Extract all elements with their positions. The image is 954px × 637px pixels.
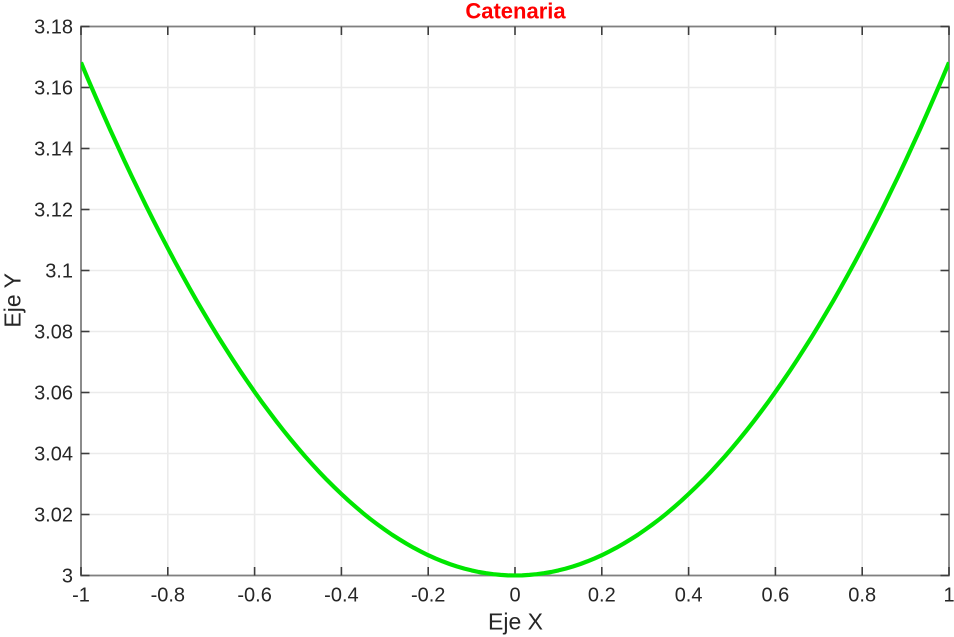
svg-text:3.1: 3.1 — [45, 261, 73, 283]
svg-text:0: 0 — [509, 585, 520, 607]
svg-text:1: 1 — [943, 585, 954, 607]
svg-text:Catenaria: Catenaria — [465, 0, 566, 24]
svg-text:0.8: 0.8 — [848, 585, 876, 607]
svg-text:Eje Y: Eje Y — [0, 273, 26, 328]
svg-text:3.08: 3.08 — [34, 322, 73, 344]
svg-text:3.14: 3.14 — [34, 139, 73, 161]
svg-text:-0.4: -0.4 — [324, 585, 358, 607]
svg-text:-1: -1 — [72, 585, 90, 607]
svg-text:Eje X: Eje X — [488, 609, 543, 635]
svg-text:-0.8: -0.8 — [151, 585, 185, 607]
svg-text:3: 3 — [62, 566, 73, 588]
svg-text:0.6: 0.6 — [761, 585, 789, 607]
svg-text:-0.2: -0.2 — [411, 585, 445, 607]
svg-text:3.12: 3.12 — [34, 200, 73, 222]
svg-text:3.18: 3.18 — [34, 17, 73, 39]
svg-text:0.2: 0.2 — [588, 585, 616, 607]
svg-text:3.04: 3.04 — [34, 444, 73, 466]
svg-text:0.4: 0.4 — [675, 585, 703, 607]
svg-text:3.02: 3.02 — [34, 505, 73, 527]
svg-text:3.16: 3.16 — [34, 78, 73, 100]
svg-text:3.06: 3.06 — [34, 383, 73, 405]
svg-text:-0.6: -0.6 — [237, 585, 271, 607]
